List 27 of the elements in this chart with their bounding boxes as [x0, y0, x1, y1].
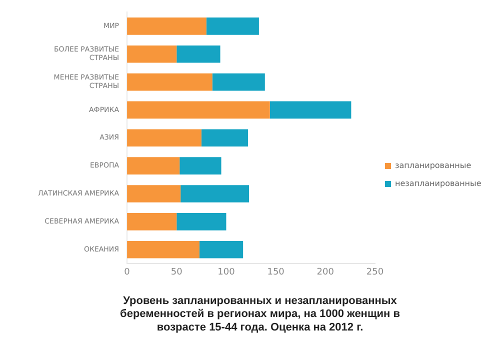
bar	[176, 213, 226, 230]
bar	[127, 240, 200, 258]
legend-label: запланированные	[395, 161, 472, 170]
bar	[127, 18, 206, 35]
bar	[127, 73, 212, 91]
bar	[127, 213, 177, 230]
x-tick-label: 100	[218, 267, 236, 278]
x-tick-label: 200	[316, 267, 334, 278]
bar	[127, 101, 270, 119]
text: Уровень запланированных и незапланированных беременностей в регионах мира, на 1000 женщин в возрасте 15-44 года. Оценка на 2012 г.	[120, 295, 400, 334]
bar	[180, 157, 222, 174]
bar	[199, 240, 244, 258]
bar	[212, 73, 265, 91]
x-tick-label: 250	[366, 267, 384, 278]
bar	[127, 185, 181, 202]
x-tick-label: 0	[124, 267, 130, 278]
x-tick-label: 50	[170, 267, 183, 278]
legend-label: незапланированные	[395, 179, 482, 188]
bar	[127, 157, 180, 174]
x-tick-label: 150	[267, 267, 285, 278]
bar	[180, 185, 250, 202]
bar	[206, 18, 259, 35]
bar	[127, 129, 202, 147]
bar	[127, 45, 177, 63]
bar	[270, 101, 352, 119]
bar	[176, 45, 220, 63]
bar	[201, 129, 248, 147]
